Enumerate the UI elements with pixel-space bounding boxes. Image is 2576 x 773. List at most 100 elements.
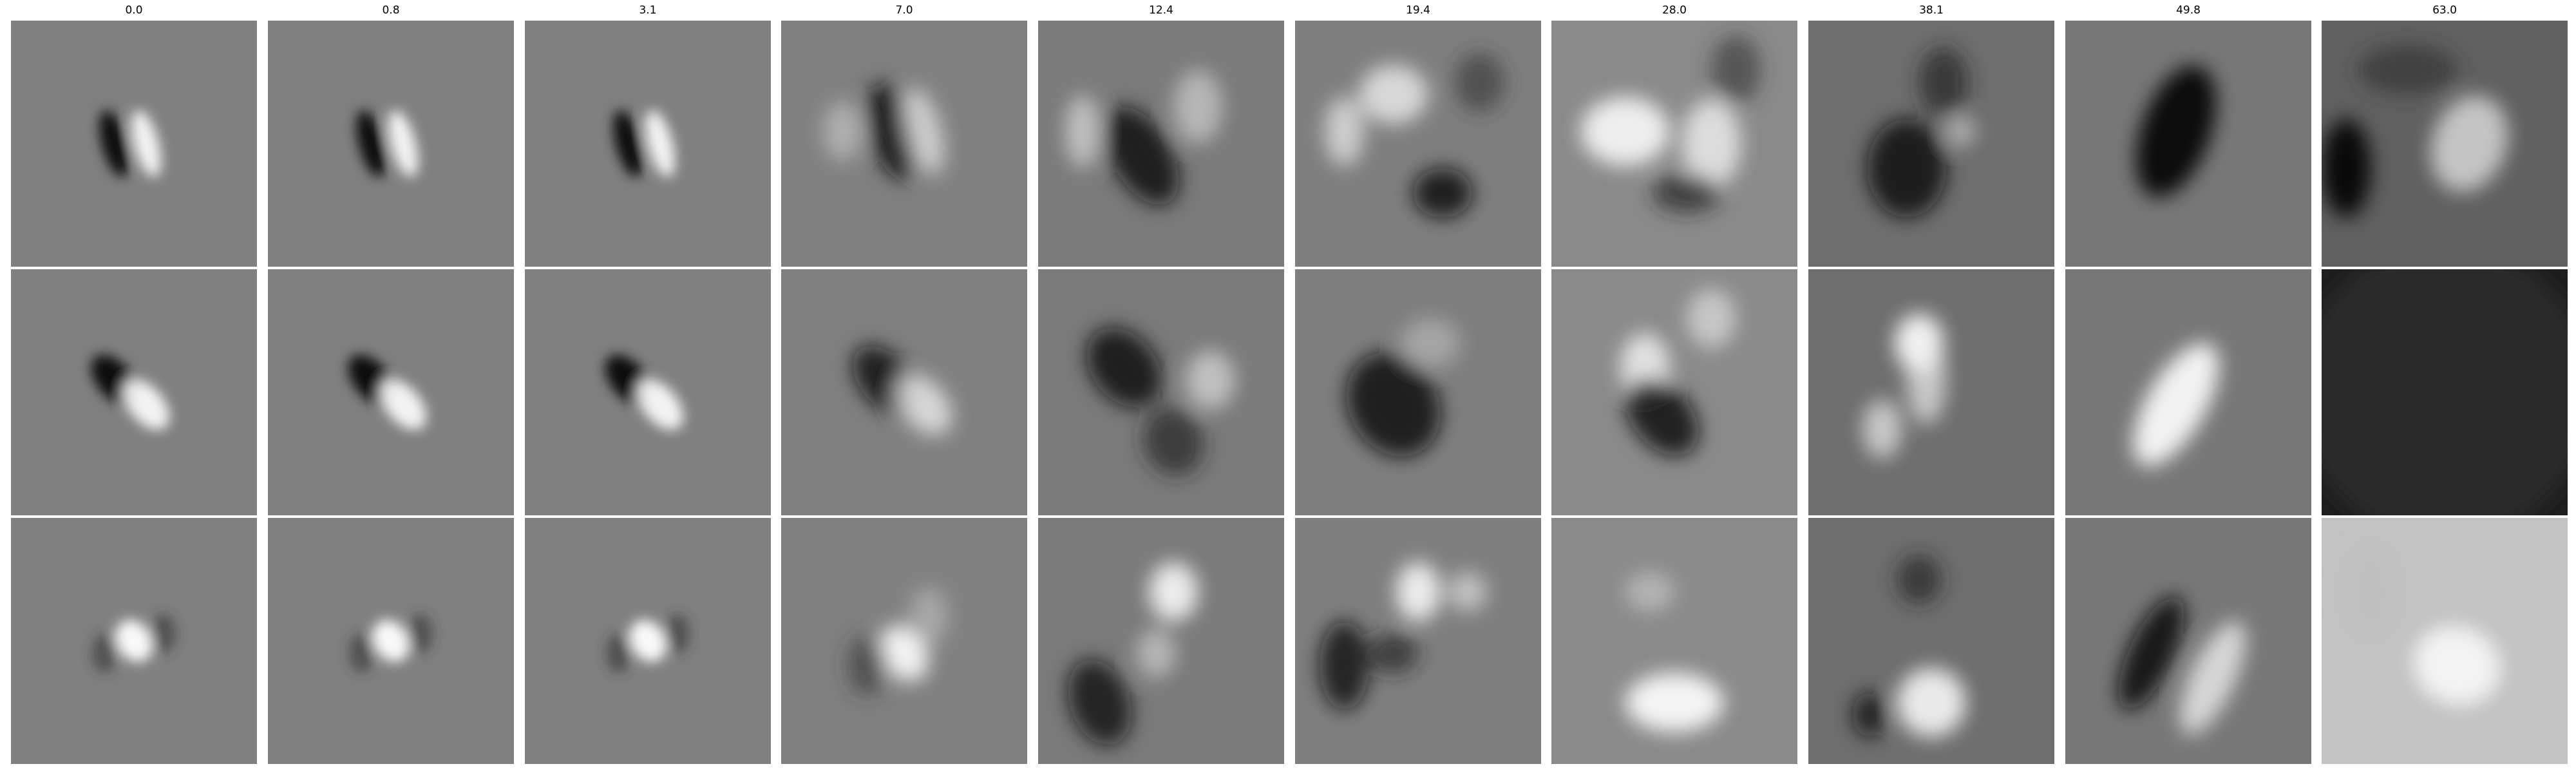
filter-blob [2136, 65, 2217, 198]
filter-blob [356, 110, 386, 177]
filter-blob [1867, 119, 1946, 218]
filter-blob [1852, 692, 1888, 737]
column-title: 3.1 [639, 4, 657, 17]
filter-image-tile [2065, 21, 2311, 267]
filter-blob [1401, 318, 1460, 368]
filter-image [1808, 269, 2054, 515]
filter-blob [1368, 633, 1418, 673]
filter-image [2065, 21, 2311, 267]
filter-blob [2430, 95, 2508, 192]
filter-image [2322, 518, 2568, 764]
filter-blob [1946, 116, 1976, 146]
filter-blob [1711, 35, 1761, 104]
filter-image-tile [1551, 518, 1797, 764]
filter-image [525, 518, 771, 764]
filter-image-tile [1295, 21, 1541, 267]
filter-image-tile [268, 21, 514, 267]
filter-image [781, 21, 1027, 267]
filter-blob [388, 110, 419, 177]
filter-blob [123, 379, 169, 430]
filter-blob [1906, 336, 1946, 425]
filter-blob [1068, 660, 1132, 745]
filter-image [11, 269, 257, 515]
filter-image [268, 518, 514, 764]
filter-image-tile [1808, 518, 2054, 764]
filter-blob [1359, 64, 1428, 124]
filter-image [2322, 269, 2568, 515]
filter-image [1808, 21, 2054, 267]
filter-blob [904, 88, 944, 175]
filter-blob [629, 620, 667, 662]
filter-blob [1104, 106, 1179, 205]
filter-image-tile [1808, 21, 2054, 267]
filter-blob [1687, 289, 1736, 348]
column-title: 49.8 [2176, 4, 2201, 17]
filter-blob [1136, 628, 1176, 678]
filter-image [1295, 269, 1541, 515]
column-title: 12.4 [1149, 4, 1173, 17]
filter-image-tile [1808, 269, 2054, 515]
filter-blob [1580, 97, 1670, 166]
filter-blob [1143, 407, 1204, 476]
tile-background [1038, 269, 1284, 515]
filter-image-tile [2322, 21, 2568, 267]
filter-blob [909, 586, 949, 646]
filter-blob [637, 379, 683, 430]
column-title: 38.1 [1919, 4, 1944, 17]
filter-image-tile [1295, 269, 1541, 515]
filter-blob [1625, 377, 1699, 456]
filter-image-tile [2322, 269, 2568, 515]
column-title: 7.0 [895, 4, 913, 17]
filter-image [1551, 21, 1797, 267]
filter-image [1808, 518, 2054, 764]
filter-blob [1455, 52, 1504, 112]
filter-blob [1652, 173, 1721, 213]
filter-image [1551, 518, 1797, 764]
filter-image-tile [11, 269, 257, 515]
filter-image [1295, 21, 1541, 267]
filter-blob [2358, 45, 2458, 95]
filter-image-tile [781, 269, 1027, 515]
filter-blob [1897, 668, 1966, 737]
filter-image [268, 269, 514, 515]
filter-image-tile [1551, 21, 1797, 267]
filter-blob [380, 379, 426, 430]
filter-image-tile [525, 21, 771, 267]
filter-image [781, 269, 1027, 515]
filter-blob [2133, 343, 2219, 466]
filter-blob [2118, 596, 2184, 710]
filter-image-tile [525, 518, 771, 764]
filter-blob [1086, 328, 1162, 408]
filter-blob [896, 374, 952, 435]
filter-image [2322, 21, 2568, 267]
column-title: 28.0 [1662, 4, 1687, 17]
column-title: 19.4 [1406, 4, 1430, 17]
filter-image [1551, 269, 1797, 515]
filter-image [1038, 269, 1284, 515]
filter-blob [2180, 621, 2246, 735]
filter-blob [349, 633, 374, 673]
filter-image [2065, 269, 2311, 515]
filter-blob [115, 620, 153, 662]
column-title: 0.8 [382, 4, 400, 17]
filter-image [1295, 518, 1541, 764]
filter-blob [645, 110, 676, 177]
filter-image-tile [1038, 518, 1284, 764]
filter-image [781, 518, 1027, 764]
filter-image-tile [11, 518, 257, 764]
filter-blob [1148, 562, 1198, 622]
filter-blob [1065, 94, 1100, 169]
filter-blob [2413, 625, 2501, 706]
filter-blob [151, 613, 176, 654]
filter-blob [408, 613, 433, 654]
filter-blob [1862, 399, 1902, 459]
filter-blob [606, 633, 631, 673]
filter-image-tile [1551, 269, 1797, 515]
column-title: 63.0 [2432, 4, 2457, 17]
filter-blob [1918, 48, 1969, 117]
filter-blob [1625, 572, 1674, 612]
filter-image-tile [268, 518, 514, 764]
filter-image [11, 518, 257, 764]
filter-blob [372, 620, 410, 662]
